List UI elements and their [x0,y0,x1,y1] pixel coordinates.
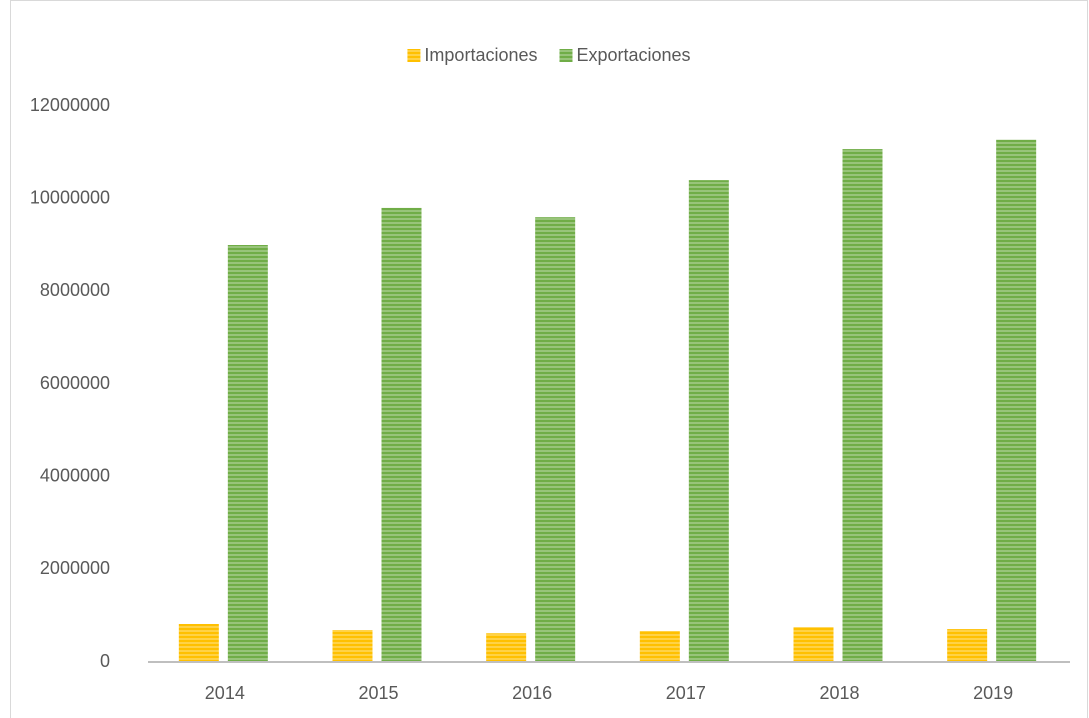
bar [996,139,1037,662]
bar [947,629,988,662]
y-tick-label: 8000000 [40,280,110,300]
x-tick-label: 2015 [358,683,398,703]
bar [381,207,422,662]
y-tick-label: 10000000 [30,187,110,207]
bar [639,630,680,662]
bar [332,630,373,662]
legend-label: Exportaciones [576,45,690,65]
bar [486,633,527,662]
bar [535,217,576,662]
x-tick-label: 2018 [819,683,859,703]
x-tick-label: 2017 [666,683,706,703]
x-tick-label: 2014 [205,683,245,703]
legend-label: Importaciones [424,45,537,65]
y-tick-label: 12000000 [30,95,110,115]
legend-swatch [559,49,573,62]
bar [178,624,219,662]
x-tick-label: 2016 [512,683,552,703]
y-tick-label: 6000000 [40,373,110,393]
y-tick-label: 0 [100,651,110,671]
y-tick-label: 2000000 [40,558,110,578]
bar [793,627,834,662]
bar [842,149,883,663]
bar [688,180,729,662]
x-tick-label: 2019 [973,683,1013,703]
y-tick-label: 4000000 [40,465,110,485]
legend-swatch [407,49,421,62]
bar [227,245,268,662]
legend: Importaciones Exportaciones [407,45,691,65]
chart-border [10,0,1088,718]
